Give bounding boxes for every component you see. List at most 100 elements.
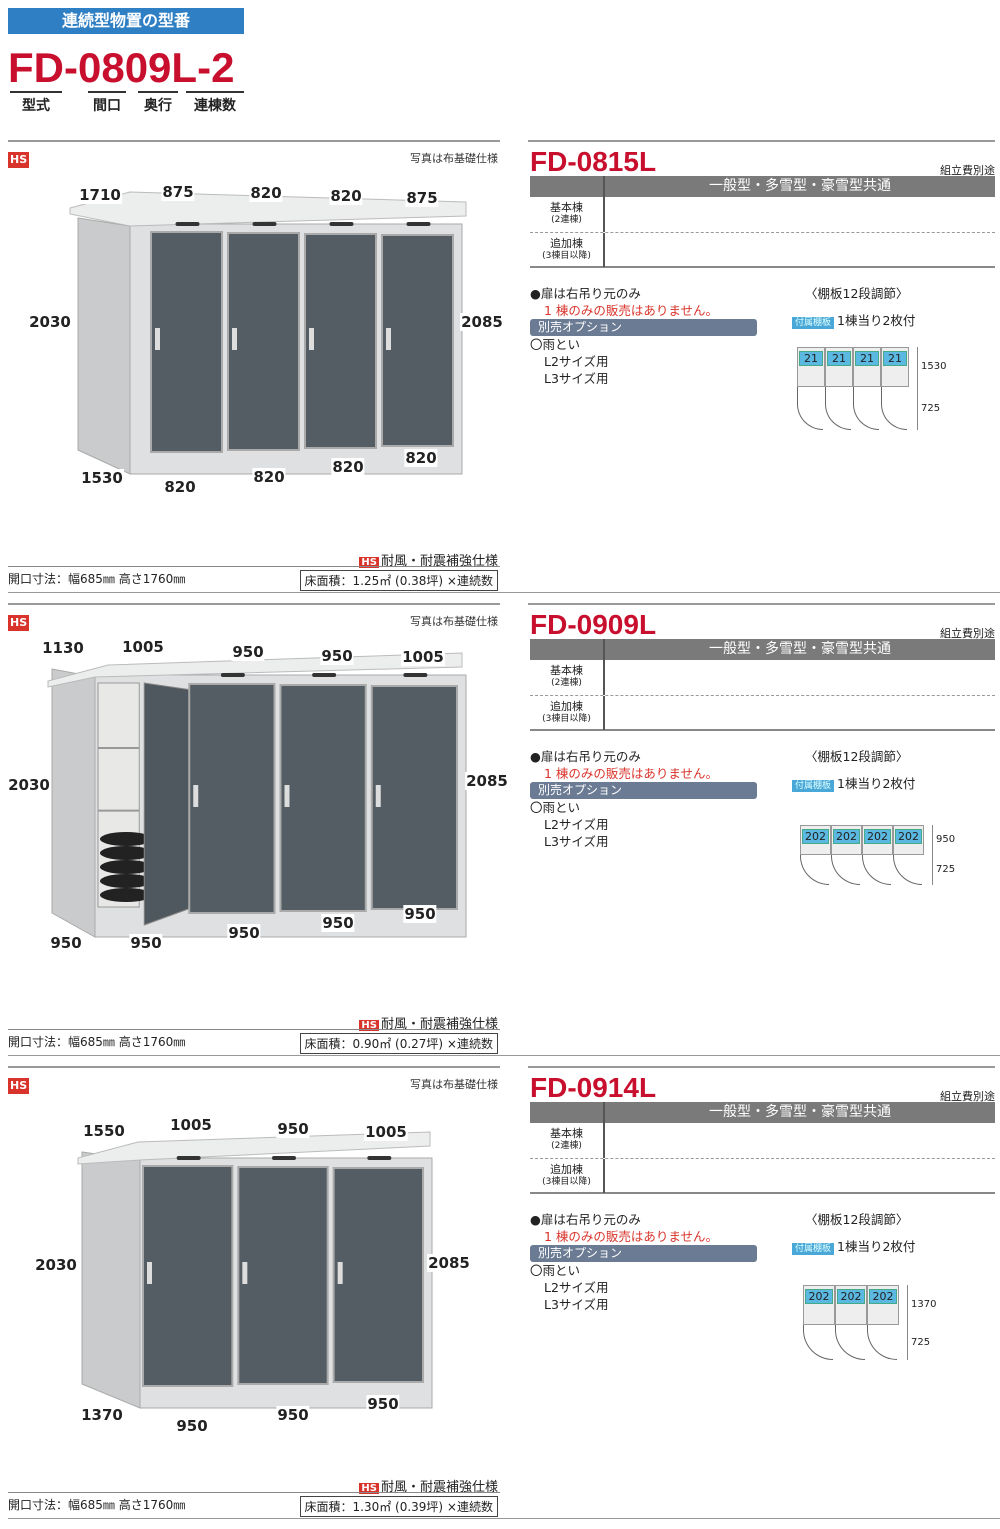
- table-row: 追加棟 (3棟目以降): [530, 1158, 995, 1193]
- assembly-note: 組立費別途: [940, 164, 995, 177]
- model-depth: 09: [124, 44, 172, 91]
- shelf-depth-lower: 725: [911, 1336, 931, 1348]
- model-type: FD-: [8, 44, 78, 91]
- dimension-top: 1710: [78, 186, 122, 204]
- option-bar: 別売オプション: [530, 782, 757, 799]
- row-label: 基本棟: [550, 1127, 583, 1140]
- row-sub: (3棟目以降): [542, 714, 591, 724]
- product-title: FD-0815L: [530, 146, 657, 177]
- hs-badge-icon: HS: [8, 615, 30, 631]
- table-row: 基本棟 (2連棟): [530, 197, 995, 232]
- row-sub: (3棟目以降): [542, 251, 591, 261]
- shed-door: [227, 232, 300, 451]
- hs-badge-icon: HS: [8, 1078, 30, 1094]
- door-swing-arc: [825, 387, 851, 430]
- shed-side-panel: [81, 1151, 141, 1409]
- door-note: ●扉は右吊り元のみ: [530, 749, 641, 764]
- photo-note: 写真は布基礎仕様: [410, 152, 498, 165]
- floor-area: 床面積：0.90㎡ (0.27坪) ×連続数: [299, 1033, 498, 1054]
- table-header: 一般型・多雪型・豪雪型共通: [709, 178, 891, 194]
- row-label: 基本棟: [550, 201, 583, 214]
- assembly-note: 組立費別途: [940, 1090, 995, 1103]
- shelf-label: 21: [799, 351, 823, 366]
- door-swing-arc: [853, 387, 879, 430]
- dimension-line: [932, 825, 933, 885]
- dimension-bottom: 950: [321, 914, 355, 932]
- warning-note: 1 棟のみの販売はありません。: [544, 303, 719, 318]
- door-handle: [337, 1262, 343, 1284]
- dimension-bottom: 1530: [80, 469, 124, 487]
- shelf-count: 1棟当り2枚付: [837, 1239, 916, 1254]
- dimension-bottom: 820: [163, 478, 197, 496]
- model-number-example: FD-0809L-2: [8, 46, 234, 90]
- door-handle: [284, 785, 290, 807]
- door-handle: [193, 785, 199, 807]
- product-section: HS 写真は布基礎仕様 1710 875 820 820 875 2030 2085 1530…: [0, 140, 1000, 603]
- shelf-depth-upper: 950: [936, 834, 956, 845]
- shed-door: [381, 234, 454, 447]
- divider: [8, 1492, 500, 1493]
- door-handle: [147, 1262, 152, 1284]
- product-section: HS 写真は布基礎仕様 1550 1005 950 1005 2030 2085 1370 9…: [0, 1066, 1000, 1529]
- dimension-bottom: 950: [366, 1395, 400, 1413]
- shelf-info: 付属棚板 1棟当り2枚付: [792, 1236, 915, 1255]
- gutter-l2: L2サイズ用: [544, 1280, 609, 1295]
- door-swing-arc: [835, 1325, 865, 1360]
- shelf-label: 21: [855, 351, 879, 366]
- tire: [100, 860, 152, 874]
- dimension-top: 1130: [41, 639, 85, 657]
- dimension-bottom: 950: [227, 924, 261, 942]
- row-sub: (2連棟): [551, 1141, 582, 1151]
- dimension-bottom: 950: [129, 934, 163, 952]
- door-handle: [242, 1262, 248, 1284]
- warning-note: 1 棟のみの販売はありません。: [544, 766, 719, 781]
- shelf-label: 21: [827, 351, 851, 366]
- door-swing-arc: [862, 855, 891, 885]
- option-bar: 別売オプション: [530, 1245, 757, 1262]
- shed-door: [188, 683, 276, 914]
- shed-door: [279, 684, 367, 912]
- shed-roof: [47, 652, 463, 688]
- dimension-top: 875: [405, 189, 439, 207]
- divider: [8, 1518, 1000, 1519]
- row-label: 追加棟: [550, 1163, 583, 1176]
- divider: [8, 603, 500, 605]
- dimension-top: 1550: [82, 1122, 126, 1140]
- vent: [312, 673, 337, 677]
- divider: [8, 1029, 500, 1030]
- shelf-label: 202: [837, 1289, 865, 1304]
- vent: [403, 673, 428, 677]
- shelf-tag: 付属棚板: [792, 780, 835, 792]
- vent: [406, 222, 431, 226]
- model-width: 08: [77, 44, 125, 91]
- door-handle: [232, 328, 237, 350]
- dimension-top: 820: [249, 184, 283, 202]
- dimension-top: 875: [161, 183, 195, 201]
- door-handle: [375, 785, 381, 807]
- shelf-label: 202: [805, 1289, 833, 1304]
- shed-door: [370, 685, 458, 910]
- label-count: 連棟数: [186, 91, 244, 115]
- shelf-label: 202: [869, 1289, 897, 1304]
- gutter-option: 〇雨とい: [530, 800, 581, 815]
- table-header: 一般型・多雪型・豪雪型共通: [709, 1104, 891, 1120]
- shed-roof: [77, 1131, 431, 1165]
- door-swing-arc: [881, 387, 907, 430]
- dimension-height-back: 2085: [427, 1254, 471, 1272]
- hs-spec-note: HS 耐風・耐震補強仕様: [359, 554, 498, 569]
- shelf-depth-upper: 1370: [911, 1299, 937, 1310]
- dimension-top: 950: [276, 1120, 310, 1138]
- shelf-depth-lower: 725: [936, 864, 956, 875]
- dimension-top: 950: [320, 647, 354, 665]
- price-table: 一般型・多雪型・豪雪型共通 基本棟 (2連棟) 追加棟 (3棟目以降): [530, 639, 995, 731]
- model-count: L-2: [171, 44, 235, 91]
- assembly-note: 組立費別途: [940, 627, 995, 640]
- product-title: FD-0909L: [530, 609, 657, 640]
- product-section: HS 写真は布基礎仕様 1130 1005 950 950 1005 2030 2085 95…: [0, 603, 1000, 1066]
- shelf-tag: 付属棚板: [792, 317, 835, 329]
- dimension-bottom: 1370: [80, 1406, 124, 1424]
- row-sub: (2連棟): [551, 678, 582, 688]
- hs-badge-icon: HS: [359, 557, 379, 568]
- dimension-bottom: 950: [403, 905, 437, 923]
- dimension-bottom: 950: [49, 934, 83, 952]
